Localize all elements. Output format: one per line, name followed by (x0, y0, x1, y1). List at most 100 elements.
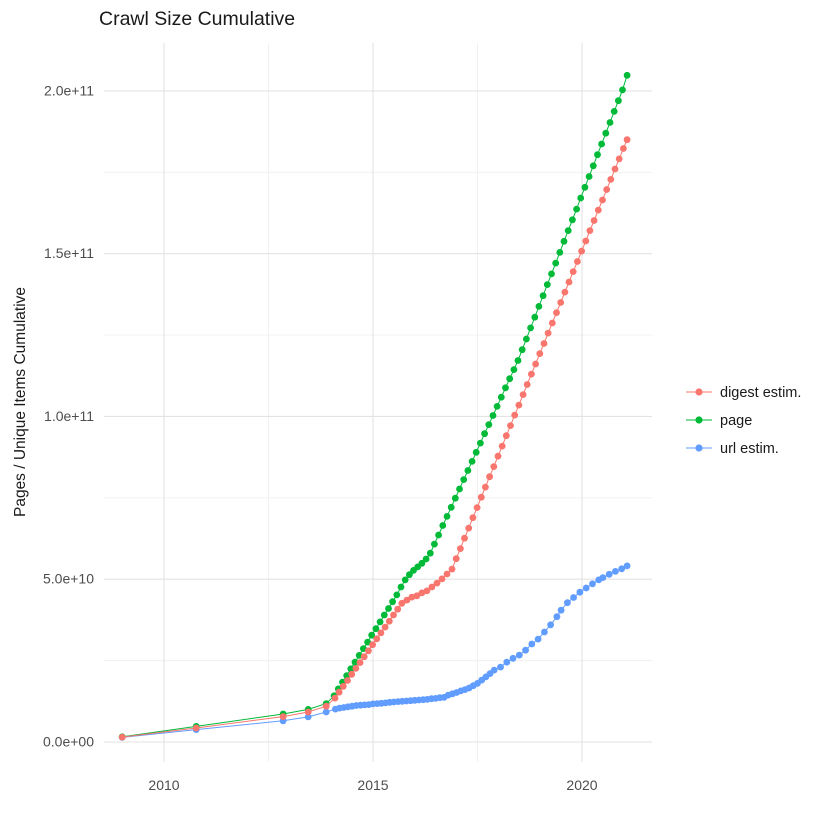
data-point (552, 259, 560, 267)
data-point (573, 205, 580, 213)
data-point (544, 329, 552, 337)
data-point (515, 401, 523, 409)
data-point (322, 708, 330, 716)
data-point (619, 86, 626, 94)
data-point (607, 176, 615, 183)
data-point (431, 540, 438, 548)
data-point (406, 571, 413, 579)
data-point (527, 324, 534, 332)
data-point (482, 483, 489, 491)
data-point (485, 421, 493, 428)
data-point (439, 522, 447, 529)
data-point (531, 313, 539, 321)
data-point (565, 278, 573, 286)
data-point (451, 494, 459, 502)
data-point (465, 524, 473, 532)
data-point (497, 393, 505, 401)
y-tick-label: 2.0e+11 (44, 82, 94, 98)
data-point (460, 476, 468, 483)
grid-lines (104, 43, 652, 762)
data-point (569, 216, 576, 224)
data-point (372, 625, 380, 633)
data-point (532, 360, 539, 368)
data-point (493, 403, 501, 410)
data-point (304, 713, 312, 721)
data-point (398, 599, 406, 607)
data-point (380, 611, 388, 619)
data-point (615, 155, 623, 163)
x-tick-label: 2010 (148, 777, 179, 793)
data-point (322, 702, 330, 710)
data-point (490, 666, 498, 674)
data-point (507, 422, 514, 429)
data-point (502, 384, 509, 392)
series-line-1 (122, 139, 628, 738)
data-point (612, 568, 619, 575)
data-point (540, 340, 548, 347)
data-point (447, 503, 455, 511)
data-point (523, 381, 531, 388)
data-point (422, 555, 430, 563)
data-point (623, 562, 631, 570)
data-point (352, 665, 360, 672)
data-point (456, 485, 463, 493)
data-point (561, 288, 569, 296)
data-point (279, 713, 287, 720)
data-point (577, 194, 585, 202)
data-point (569, 268, 577, 275)
data-point (519, 391, 527, 398)
data-point (603, 186, 611, 193)
data-point (611, 165, 619, 173)
data-point (490, 463, 498, 470)
data-point (615, 97, 622, 105)
data-point (590, 217, 598, 224)
data-point (506, 375, 514, 383)
data-point (365, 647, 372, 655)
data-point (461, 534, 468, 542)
data-point (481, 430, 488, 438)
data-point (335, 688, 343, 696)
data-point (620, 145, 627, 152)
data-point (381, 623, 389, 631)
data-point (394, 605, 402, 613)
data-point (574, 258, 581, 265)
data-point (598, 140, 605, 148)
data-point (553, 309, 560, 316)
data-point (364, 638, 371, 646)
data-point (589, 162, 597, 170)
data-point (477, 493, 485, 501)
legend-item-label: url estim. (720, 441, 779, 457)
data-point (541, 628, 548, 636)
y-axis-tick-labels: 0.0e+00 5.0e+10 1.0e+11 1.5e+11 2.0e+11 (43, 82, 94, 749)
data-point (377, 629, 385, 637)
data-point (511, 411, 519, 419)
data-point (594, 151, 601, 159)
data-point (548, 319, 556, 327)
data-point (464, 467, 472, 474)
y-axis-title: Pages / Unique Items Cumulative (12, 287, 29, 517)
data-point (585, 173, 593, 180)
y-tick-label: 1.5e+11 (44, 245, 94, 261)
data-point (503, 658, 511, 666)
data-point (510, 366, 518, 373)
data-point (576, 588, 584, 596)
data-point (618, 565, 626, 573)
data-point (605, 570, 613, 578)
data-point (564, 599, 571, 607)
data-point (385, 617, 393, 625)
data-point (428, 583, 436, 591)
data-point (606, 119, 614, 126)
data-point (581, 183, 589, 191)
data-point (486, 473, 493, 481)
data-point (477, 439, 484, 447)
data-point (553, 613, 561, 621)
data-point (452, 555, 460, 563)
data-point (514, 357, 522, 364)
data-point (556, 249, 564, 256)
data-point (473, 504, 481, 511)
data-point (557, 606, 565, 614)
data-point (347, 665, 355, 673)
legend-key-point (695, 444, 703, 452)
legend-item-label: digest estim. (720, 385, 801, 401)
data-point (623, 71, 631, 79)
